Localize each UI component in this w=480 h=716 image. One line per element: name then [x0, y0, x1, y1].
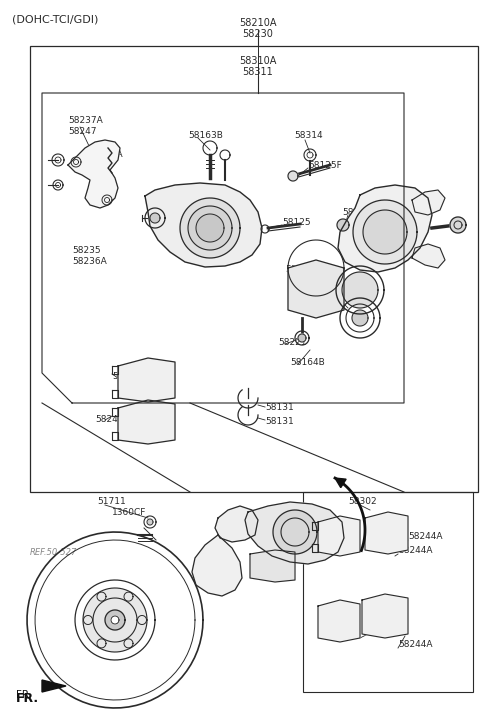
Text: 58244A: 58244A	[368, 626, 403, 635]
Polygon shape	[288, 171, 298, 181]
Text: 58244A: 58244A	[398, 640, 432, 649]
Polygon shape	[245, 502, 344, 564]
Polygon shape	[42, 680, 66, 692]
Polygon shape	[298, 334, 306, 342]
Polygon shape	[288, 260, 344, 318]
Polygon shape	[412, 190, 445, 215]
Text: 58264A: 58264A	[88, 150, 122, 159]
Polygon shape	[450, 217, 466, 233]
Text: 58221: 58221	[278, 338, 307, 347]
Polygon shape	[342, 272, 378, 308]
Polygon shape	[412, 244, 445, 268]
Polygon shape	[368, 604, 402, 626]
Polygon shape	[318, 516, 360, 556]
Polygon shape	[188, 206, 232, 250]
Polygon shape	[192, 535, 242, 596]
Polygon shape	[322, 526, 354, 546]
Text: (DOHC-TCI/GDI): (DOHC-TCI/GDI)	[12, 14, 98, 24]
Text: 1360CF: 1360CF	[112, 508, 146, 517]
Polygon shape	[370, 522, 402, 544]
Text: 58235: 58235	[72, 246, 101, 255]
Text: 58164B: 58164B	[290, 358, 325, 367]
Text: 58233: 58233	[332, 292, 360, 301]
Text: 58244A: 58244A	[408, 532, 443, 541]
Text: 51711: 51711	[97, 497, 126, 506]
Polygon shape	[145, 183, 262, 267]
Polygon shape	[118, 358, 175, 402]
Text: 58244A: 58244A	[398, 546, 432, 555]
Text: 58125: 58125	[282, 218, 311, 227]
Text: 58230: 58230	[242, 29, 274, 39]
Text: 58164B: 58164B	[378, 220, 413, 229]
Text: 58236A: 58236A	[72, 257, 107, 266]
Polygon shape	[362, 594, 408, 638]
Text: 58222: 58222	[342, 208, 371, 217]
Polygon shape	[363, 210, 407, 254]
Text: 58247: 58247	[68, 127, 96, 136]
Polygon shape	[338, 185, 432, 272]
Polygon shape	[124, 370, 168, 394]
Polygon shape	[124, 412, 168, 436]
Polygon shape	[352, 310, 368, 326]
Text: 58237A: 58237A	[68, 116, 103, 125]
Text: 58163B: 58163B	[188, 131, 223, 140]
Polygon shape	[215, 506, 258, 542]
Polygon shape	[83, 588, 147, 652]
Polygon shape	[147, 519, 153, 525]
Text: 58311: 58311	[242, 67, 274, 77]
Text: 58244A: 58244A	[112, 372, 146, 381]
Polygon shape	[250, 550, 295, 582]
Text: 58302: 58302	[348, 497, 377, 506]
Text: 58314: 58314	[294, 131, 323, 140]
Polygon shape	[318, 600, 360, 642]
Polygon shape	[196, 214, 224, 242]
Text: 58310A: 58310A	[240, 56, 276, 66]
Polygon shape	[150, 213, 160, 223]
Text: 58222B: 58222B	[152, 208, 187, 217]
Text: 58213: 58213	[285, 265, 313, 274]
Polygon shape	[105, 610, 125, 630]
Text: REF.50-527: REF.50-527	[30, 548, 77, 557]
Text: FR.: FR.	[16, 690, 32, 700]
Polygon shape	[335, 478, 346, 488]
Text: 58210A: 58210A	[239, 18, 277, 28]
Text: 58232: 58232	[315, 278, 344, 287]
Polygon shape	[365, 512, 408, 554]
Polygon shape	[353, 200, 417, 264]
Polygon shape	[111, 616, 119, 624]
Polygon shape	[68, 140, 120, 208]
Polygon shape	[337, 219, 349, 231]
Polygon shape	[322, 610, 354, 630]
Text: FR.: FR.	[16, 692, 39, 705]
Polygon shape	[273, 510, 317, 554]
Text: 58244A: 58244A	[95, 415, 130, 424]
Text: 58131: 58131	[265, 403, 294, 412]
Text: 58131: 58131	[265, 417, 294, 426]
Text: 58125F: 58125F	[308, 161, 342, 170]
Polygon shape	[118, 400, 175, 444]
Polygon shape	[180, 198, 240, 258]
